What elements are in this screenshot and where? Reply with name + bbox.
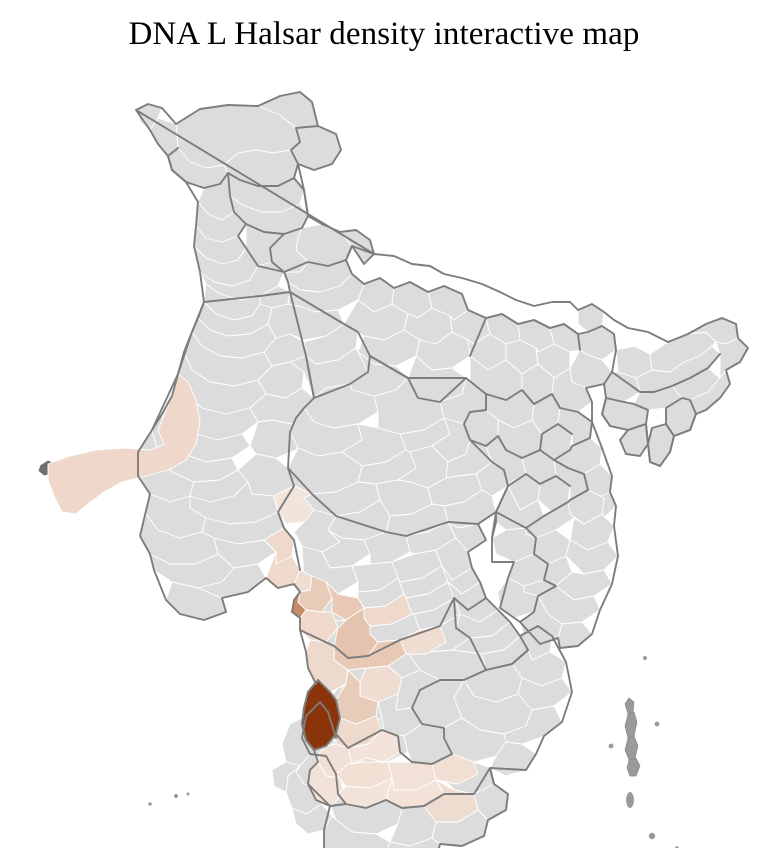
india-choropleth-svg[interactable] bbox=[0, 52, 768, 848]
district-kl-5 bbox=[271, 761, 301, 793]
state-line-hp bbox=[227, 172, 309, 235]
state-line-kerala bbox=[301, 701, 347, 807]
choropleth-layer[interactable] bbox=[47, 373, 479, 823]
state-line-jk bbox=[167, 125, 319, 189]
state-line-tripura bbox=[619, 423, 649, 457]
state-line-ne-assam bbox=[611, 353, 721, 393]
andaman-nicobar-islands bbox=[608, 656, 679, 848]
state-line-punjab-hr bbox=[237, 223, 291, 293]
state-line-mp-north bbox=[289, 291, 561, 409]
state-line-nagaland-manipur bbox=[665, 397, 697, 437]
state-line-karnataka-tn bbox=[345, 767, 495, 809]
state-line-bihar-up bbox=[469, 313, 579, 357]
state-line-telangana bbox=[453, 597, 529, 671]
page-title: DNA L Halsar density interactive map bbox=[128, 16, 640, 52]
region-tumakuru[interactable] bbox=[335, 761, 393, 789]
state-line-rajasthan-gujarat bbox=[151, 291, 315, 571]
coast-west-outline bbox=[135, 109, 619, 848]
region-kutch[interactable] bbox=[47, 373, 201, 515]
district-od-4 bbox=[565, 539, 619, 575]
state-line-odisha-south bbox=[491, 511, 557, 623]
state-line-uk bbox=[269, 233, 375, 273]
state-line-jh-wb bbox=[553, 407, 593, 461]
state-line-up-mp bbox=[305, 355, 467, 403]
state-boundaries-layer bbox=[135, 91, 749, 848]
state-line-odisha-cg bbox=[525, 423, 589, 529]
state-line-mizoram bbox=[647, 423, 675, 467]
district-tn-8 bbox=[387, 837, 441, 848]
india-map-container[interactable] bbox=[0, 52, 768, 848]
state-line-maha-south bbox=[299, 597, 487, 659]
region-gj-dangs[interactable] bbox=[273, 485, 315, 525]
state-line-goa bbox=[301, 679, 341, 751]
state-line-cg-mp bbox=[469, 439, 509, 513]
lakshadweep-islands bbox=[148, 792, 190, 806]
state-line-mp-south bbox=[287, 467, 571, 537]
state-line-wb-jh bbox=[463, 393, 541, 459]
